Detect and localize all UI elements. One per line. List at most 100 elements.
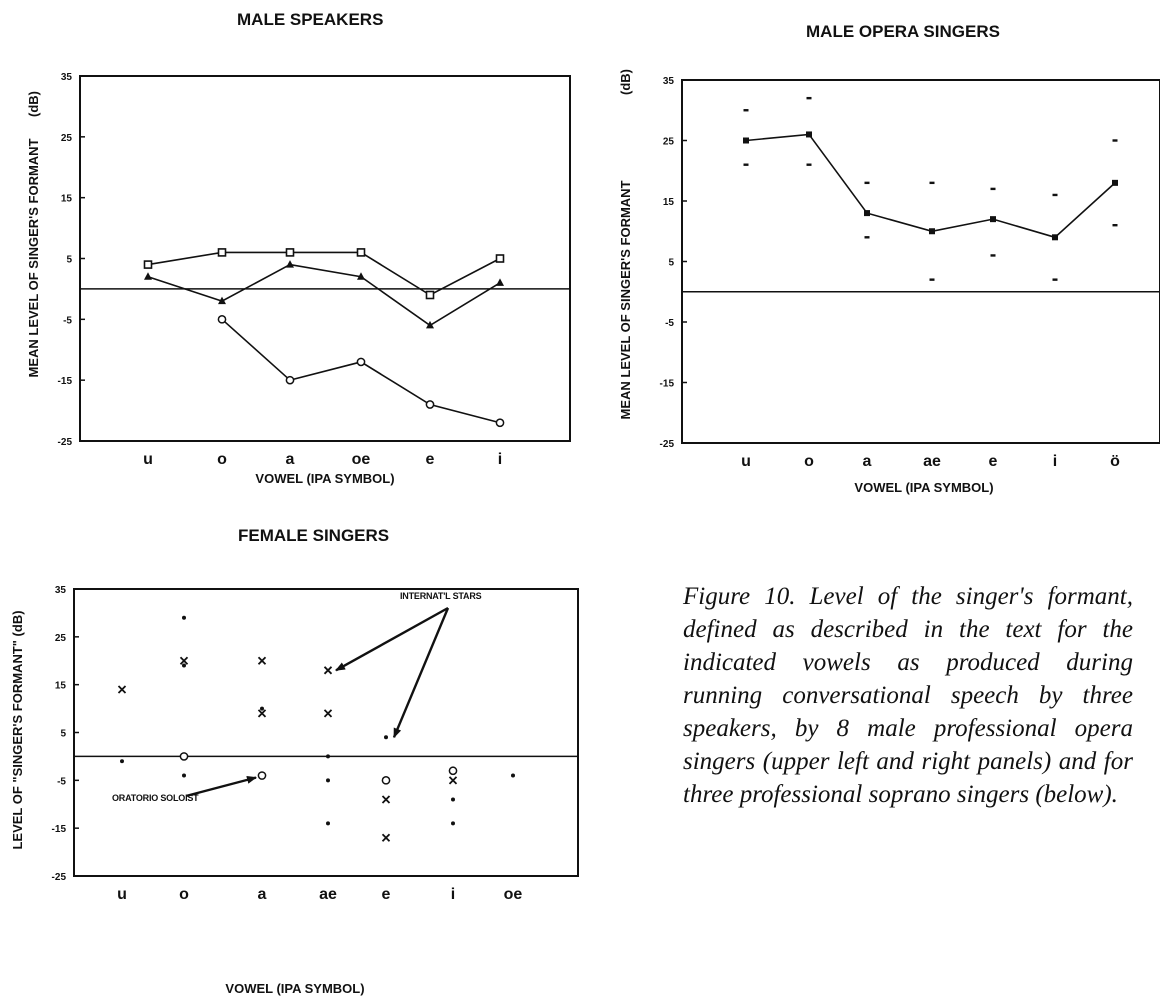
male-speakers-panel: MALE SPEAKERS 35 25 15 5 -5 -15 -25 u o a oe e i VOWE…	[0, 0, 580, 500]
y-tick-label: -5	[57, 776, 66, 787]
data-point	[326, 821, 330, 826]
annotation-arrow	[392, 607, 450, 739]
y-tick-label: 35	[55, 585, 67, 596]
data-point	[326, 778, 330, 783]
x-axis-label: VOWEL (IPA SYMBOL)	[854, 480, 993, 495]
x-axis-label: VOWEL (IPA SYMBOL)	[225, 981, 364, 996]
chart-svg: 35 25 15 5 -5 -15 -25 u o a oe e i VOWEL (IPA SYMBOL)…	[26, 72, 571, 486]
x-tick-label: e	[989, 453, 998, 470]
lower-range-mark	[806, 163, 812, 166]
figure-caption: Figure 10. Level of the singer's formant…	[683, 583, 1133, 808]
lower-range-mark	[1052, 278, 1058, 281]
chart-svg: 35 25 15 5 -5 -15 -25 u o a ae e i oe VOWEL (IPA SYMBO…	[10, 585, 579, 996]
data-point	[144, 272, 152, 280]
data-point	[257, 709, 267, 718]
y-tick-label: 35	[61, 72, 73, 83]
data-point	[182, 773, 186, 778]
x-tick-label: u	[741, 453, 751, 470]
data-point	[495, 418, 505, 428]
y-tick-label: -5	[665, 318, 674, 329]
annotation-arrow	[335, 606, 449, 672]
lower-range-mark	[929, 278, 935, 281]
y-axis-label: LEVEL OF "SINGER'S FORMANT" (dB)	[10, 610, 25, 849]
annotation-arrow	[185, 775, 257, 798]
data-point	[356, 248, 366, 257]
series-2	[144, 260, 504, 329]
data-point	[990, 216, 996, 223]
male-opera-singers-panel: MALE OPERA SINGERS 35 25 15 5 -5 -15 -25 u o a ae e…	[580, 0, 1160, 510]
data-point	[381, 775, 391, 785]
data-point	[323, 666, 333, 675]
x-tick-label: o	[217, 451, 227, 468]
data-point	[182, 615, 186, 620]
data-point	[451, 797, 455, 802]
series-line	[745, 133, 1116, 239]
y-axis-label: MEAN LEVEL OF SINGER'S FORMANT	[26, 138, 41, 377]
x-axis-label: VOWEL (IPA SYMBOL)	[255, 471, 394, 486]
x-tick-label: i	[498, 451, 502, 468]
x-tick-label: e	[426, 451, 435, 468]
y-tick-label: 5	[60, 729, 66, 740]
data-point	[381, 795, 391, 804]
x-tick-label: a	[286, 451, 295, 468]
upper-range-mark	[743, 109, 749, 112]
data-point	[286, 260, 294, 268]
data-point	[448, 766, 458, 776]
data-point	[1052, 234, 1058, 241]
data-point	[179, 656, 189, 665]
y-tick-label: 25	[55, 633, 67, 644]
chart-title: MALE OPERA SINGERS	[806, 22, 1000, 41]
data-point	[425, 400, 435, 409]
x-tick-label: o	[179, 886, 189, 903]
upper-range-mark	[806, 96, 812, 100]
x-tick-label: oe	[504, 886, 523, 903]
series-line	[147, 263, 501, 327]
data-point	[217, 314, 227, 324]
data-point	[929, 228, 935, 235]
data-point	[218, 296, 226, 305]
data-point	[179, 752, 189, 761]
series-line	[147, 251, 501, 296]
data-point	[257, 656, 267, 665]
y-tick-label: -15	[660, 379, 675, 390]
x-tick-label: ö	[1110, 453, 1120, 470]
data-point	[743, 137, 749, 144]
y-axis-label: MEAN LEVEL OF SINGER'S FORMANT	[618, 180, 633, 419]
series-3	[217, 314, 505, 428]
series-1	[143, 248, 505, 300]
y-tick-label: -5	[63, 315, 72, 326]
x-tick-label: u	[143, 451, 153, 468]
x-tick-label: i	[451, 886, 455, 903]
data-point	[323, 709, 333, 718]
x-tick-label: u	[117, 886, 127, 903]
upper-range-mark	[990, 187, 996, 191]
data-point	[285, 375, 295, 385]
x-tick-label: e	[382, 886, 391, 903]
data-point	[426, 320, 434, 329]
annotation-label: INTERNAT'L STARS	[400, 591, 482, 601]
x-tick-label: oe	[352, 451, 371, 468]
y-axis-unit: (dB)	[618, 69, 633, 95]
series-1	[743, 131, 1118, 241]
y-tick-label: 15	[55, 681, 67, 692]
data-point	[117, 685, 127, 694]
y-tick-label: 5	[66, 255, 72, 266]
y-tick-label: -25	[58, 437, 73, 448]
y-tick-label: 35	[663, 76, 675, 87]
y-tick-label: 25	[61, 133, 73, 144]
data-point	[356, 357, 366, 367]
y-tick-label: -15	[58, 376, 73, 387]
y-tick-label: -25	[660, 439, 675, 450]
chart-title: MALE SPEAKERS	[237, 10, 384, 29]
y-tick-label: 25	[663, 137, 675, 148]
data-point	[260, 706, 264, 711]
data-point	[182, 663, 186, 668]
data-point	[381, 833, 391, 842]
data-point	[257, 771, 267, 780]
data-point	[217, 248, 227, 257]
lower-range-mark	[743, 163, 749, 166]
y-tick-label: 15	[663, 197, 675, 208]
x-tick-label: o	[804, 453, 814, 470]
plot-frame	[73, 588, 579, 877]
lower-range-mark	[1112, 224, 1118, 227]
